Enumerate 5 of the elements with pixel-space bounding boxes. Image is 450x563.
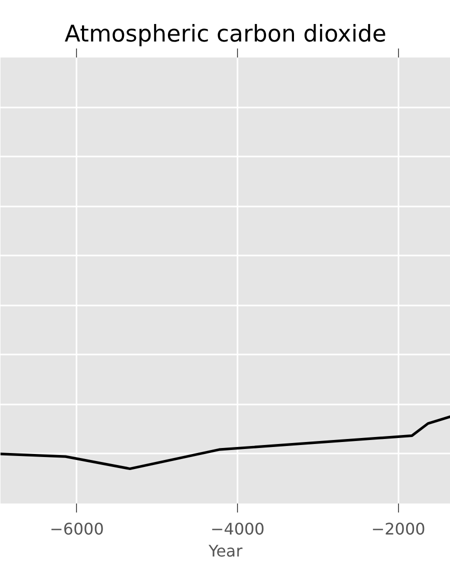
x-tick-label: −4000 <box>210 520 265 538</box>
x-tick-label: −6000 <box>50 520 104 538</box>
chart-title: Atmospheric carbon dioxide <box>64 22 386 48</box>
x-tick-label: −2000 <box>371 520 426 538</box>
x-axis-title: Year <box>208 542 243 560</box>
